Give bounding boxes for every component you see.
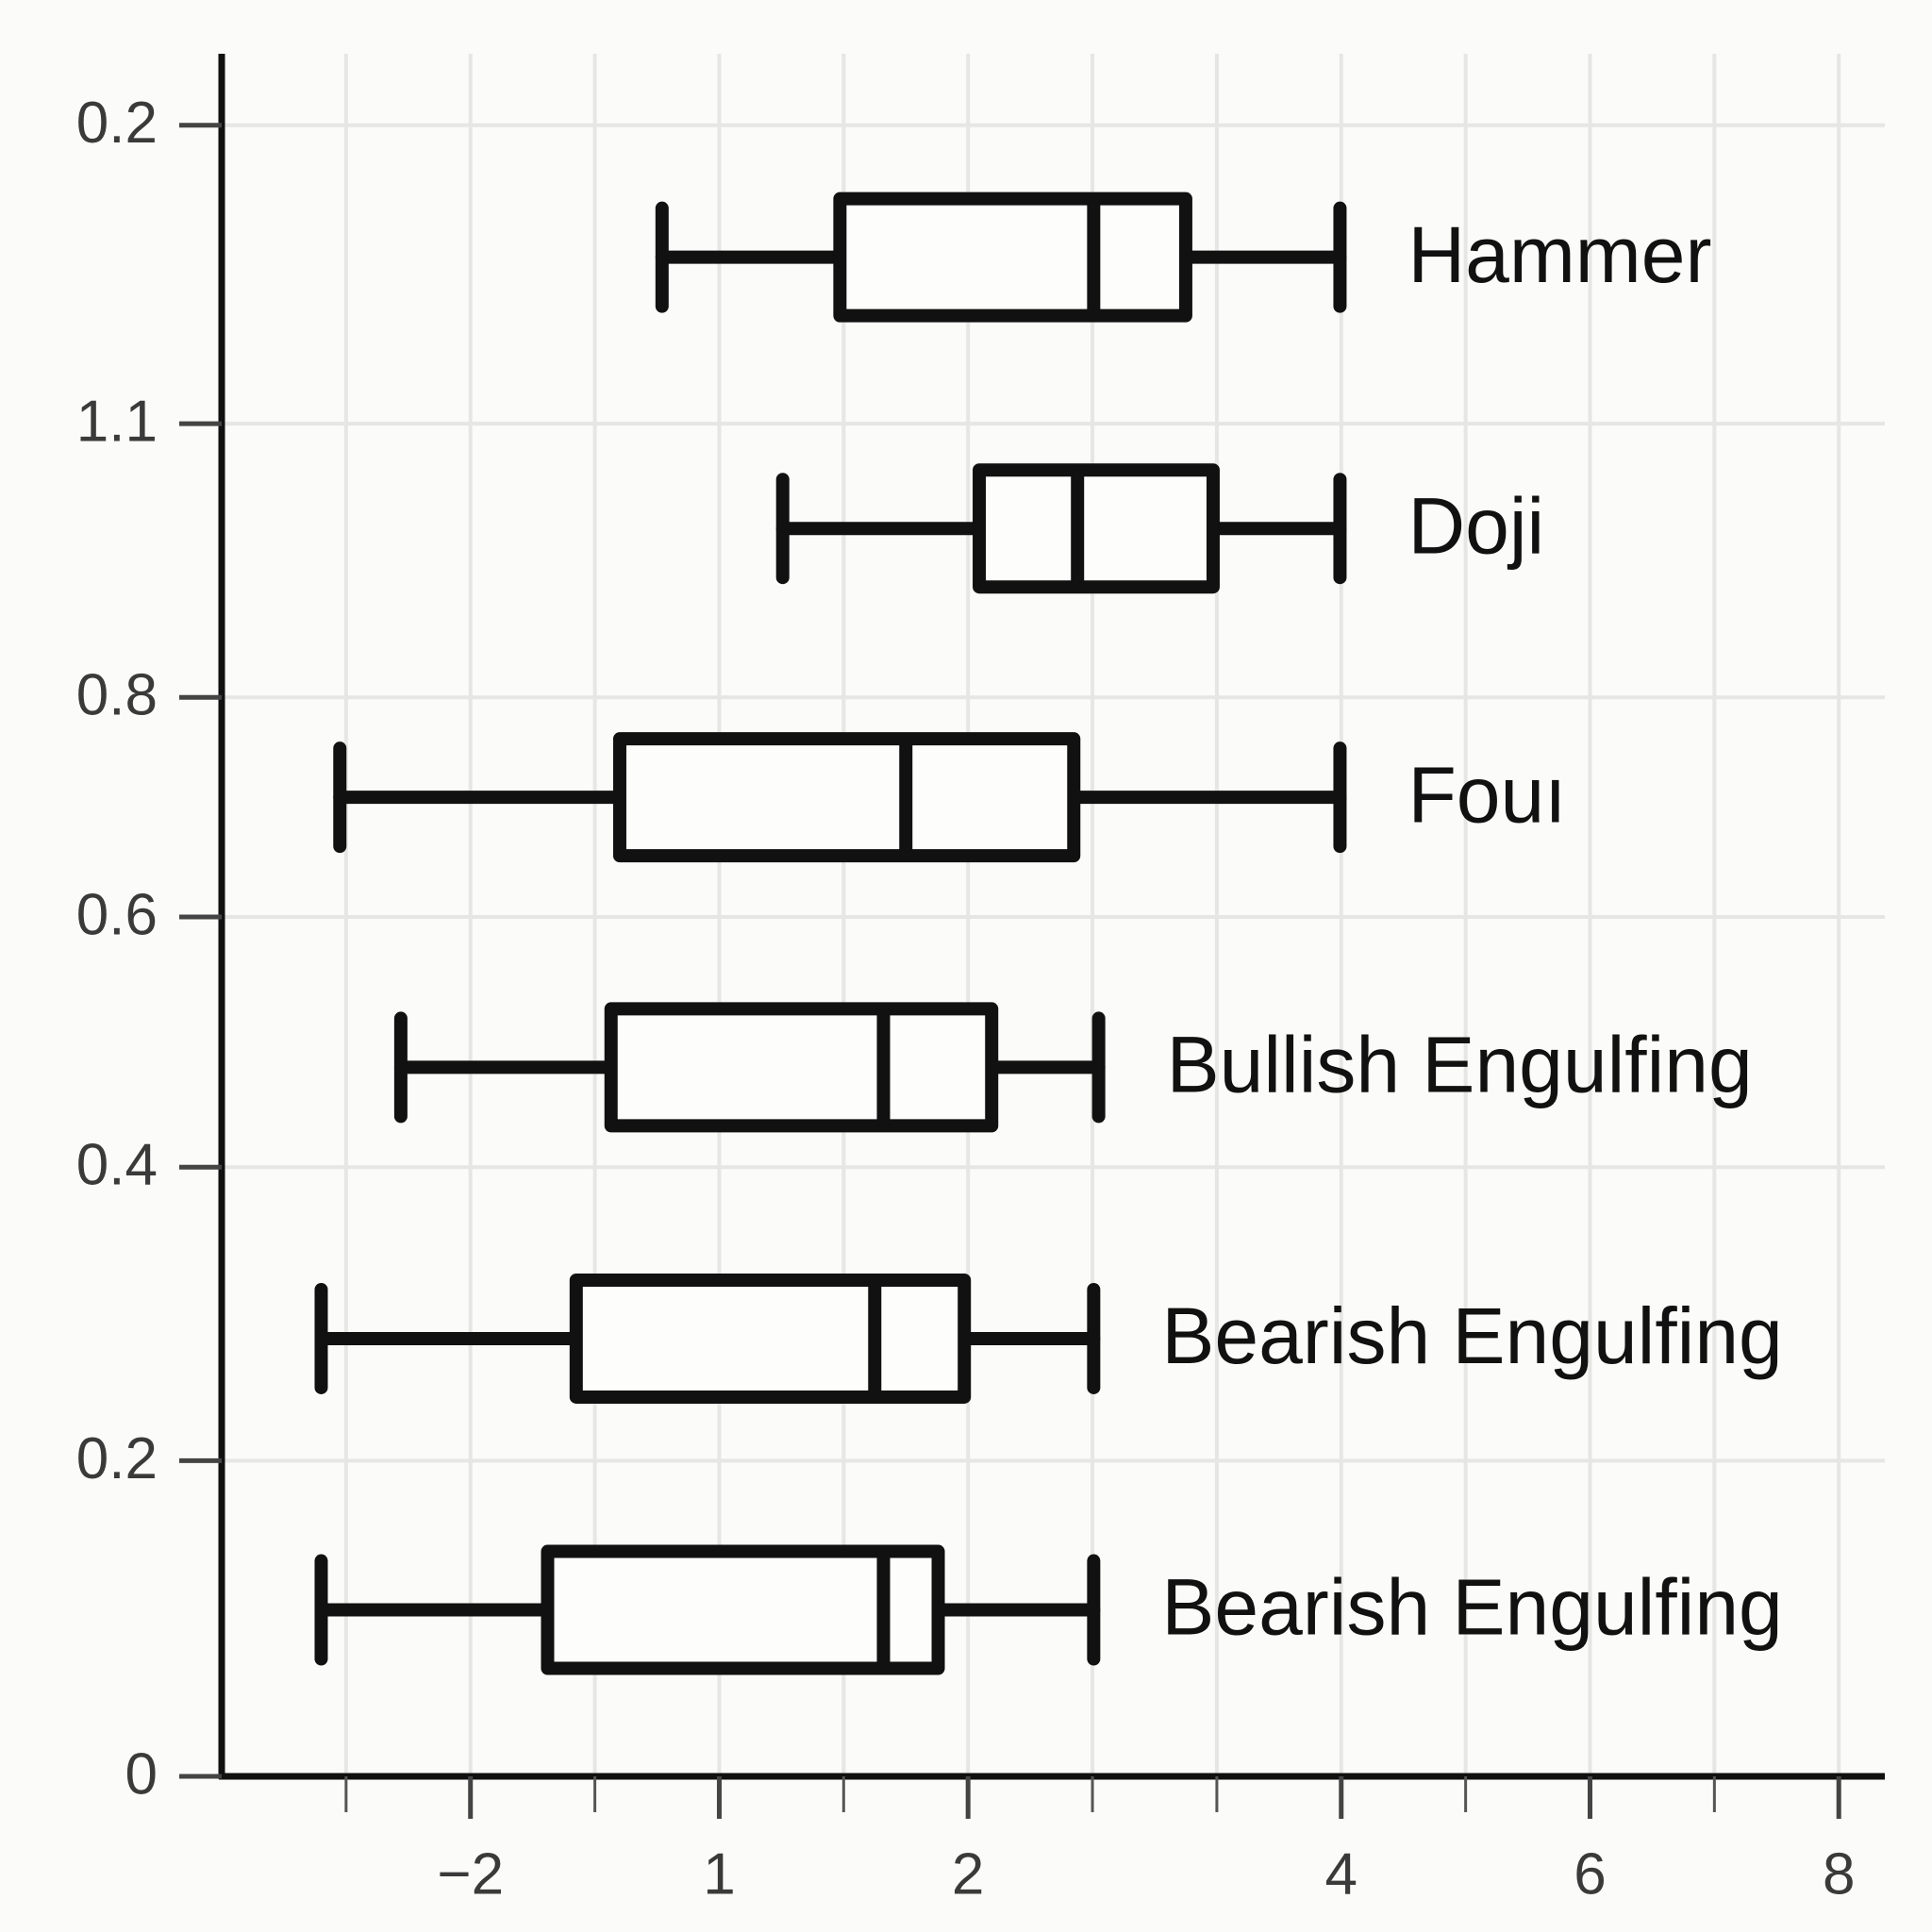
y-tick-label: 0.2 — [76, 91, 158, 156]
y-tick-label: 0.2 — [76, 1426, 158, 1491]
x-tick-label: 1 — [703, 1841, 735, 1907]
category-label: Hammer — [1407, 210, 1711, 299]
box — [569, 1273, 972, 1404]
y-tick-label: 0.8 — [76, 663, 158, 728]
category-label: Fouı — [1407, 750, 1566, 839]
category-label: Doji — [1407, 481, 1544, 570]
x-tick-label: 4 — [1325, 1841, 1357, 1907]
y-tick-label: 1.1 — [76, 390, 158, 455]
category-label: Bullish Engulfing — [1167, 1021, 1753, 1109]
box — [604, 1002, 999, 1133]
box — [833, 192, 1192, 323]
x-tick-label: 8 — [1823, 1841, 1855, 1907]
box — [612, 732, 1081, 863]
box — [541, 1544, 945, 1675]
x-tick-label: 6 — [1574, 1841, 1606, 1907]
y-tick-label: 0.4 — [76, 1133, 158, 1198]
x-tick-label: 2 — [952, 1841, 984, 1907]
box — [973, 463, 1220, 594]
category-label: Bearish Engulfing — [1161, 1563, 1782, 1652]
x-tick-label: −2 — [437, 1841, 504, 1907]
y-tick-label: 0.6 — [76, 882, 158, 947]
category-label: Bearish Engulfing — [1161, 1291, 1782, 1380]
y-tick-label: 0 — [125, 1741, 158, 1807]
